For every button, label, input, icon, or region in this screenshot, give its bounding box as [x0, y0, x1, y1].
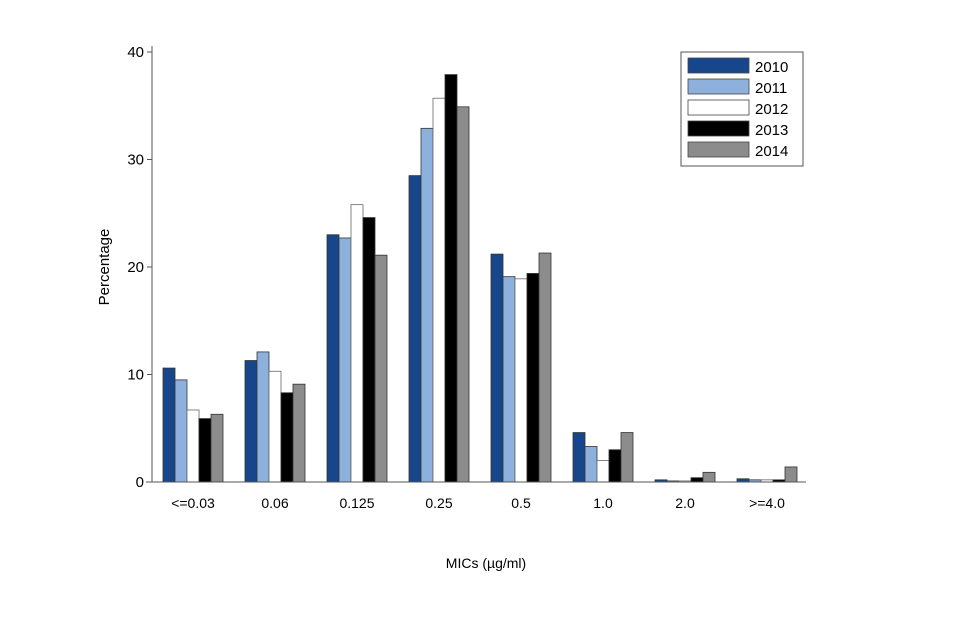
bar-2010-<=0.03: [162, 367, 176, 483]
y-tick-label: 30: [127, 152, 144, 169]
x-axis-label: MICs (µg/ml): [446, 555, 526, 571]
bar-2013-2.0: [690, 477, 704, 483]
bar-2012-1.0: [596, 460, 610, 483]
legend-swatch-2010: [687, 57, 750, 74]
bar-2014->=4.0: [784, 466, 798, 483]
y-tick-label: 10: [127, 367, 144, 384]
bar-2014-<=0.03: [210, 413, 224, 483]
bar-2011-1.0: [584, 446, 598, 483]
bar-2012-0.5: [514, 278, 528, 483]
x-tick-label: 0.5: [511, 495, 531, 511]
bar-2014-0.5: [538, 252, 552, 483]
bar-2013-0.06: [280, 392, 294, 483]
bar-2014-2.0: [702, 471, 716, 483]
bar-2011-0.25: [420, 127, 434, 483]
x-tick-label: 0.25: [425, 495, 452, 511]
legend-label: 2011: [755, 80, 787, 97]
y-tick-label: 40: [127, 44, 144, 61]
legend-swatch-2013: [687, 120, 750, 137]
bar-2010-0.25: [408, 175, 422, 483]
x-tick-label: <=0.03: [171, 495, 215, 511]
bar-2010-0.125: [326, 234, 340, 483]
bar-2013-0.125: [362, 217, 376, 483]
legend-label: 2014: [755, 143, 788, 160]
y-tick-label: 20: [127, 259, 144, 276]
legend: 2010 2011 2012 2013 2014: [680, 51, 804, 167]
y-tick-label: 0: [136, 474, 144, 491]
bar-2010-1.0: [572, 432, 586, 483]
bar-2011-0.06: [256, 351, 270, 483]
bar-2013-<=0.03: [198, 418, 212, 483]
y-ticks: 0 10 20 30 40: [127, 44, 152, 491]
x-tick-label: 2.0: [675, 495, 695, 511]
bar-2014-0.06: [292, 383, 306, 483]
x-tick-label: 1.0: [593, 495, 613, 511]
legend-label: 2010: [755, 59, 788, 76]
bar-2013-0.25: [444, 74, 458, 483]
bar-2013-1.0: [608, 449, 622, 483]
bar-2010-0.5: [490, 253, 504, 483]
x-tick-label: >=4.0: [749, 495, 785, 511]
legend-swatch-2012: [687, 99, 750, 116]
x-ticks: <=0.03 0.06 0.125 0.25 0.5 1.0 2.0 >=4.0: [171, 495, 785, 511]
bar-2012-<=0.03: [186, 409, 200, 483]
legend-label: 2012: [755, 101, 788, 118]
legend-label: 2013: [755, 122, 788, 139]
y-axis-label: Percentage: [96, 229, 113, 306]
bars: [162, 74, 798, 483]
bar-2014-1.0: [620, 432, 634, 483]
bar-2012-0.06: [268, 370, 282, 483]
bar-2013-0.5: [526, 273, 540, 483]
bar-2014-0.25: [456, 106, 470, 483]
legend-swatch-2014: [687, 141, 750, 158]
bar-2010-0.06: [244, 360, 258, 483]
legend-swatch-2011: [687, 78, 750, 95]
x-tick-label: 0.125: [339, 495, 374, 511]
bar-2012-0.125: [350, 204, 364, 483]
bar-2012-0.25: [432, 97, 446, 483]
x-tick-label: 0.06: [261, 495, 288, 511]
bar-2014-0.125: [374, 254, 388, 483]
bar-2011-<=0.03: [174, 379, 188, 483]
bar-2011-0.5: [502, 276, 516, 483]
bar-2011-0.125: [338, 237, 352, 483]
